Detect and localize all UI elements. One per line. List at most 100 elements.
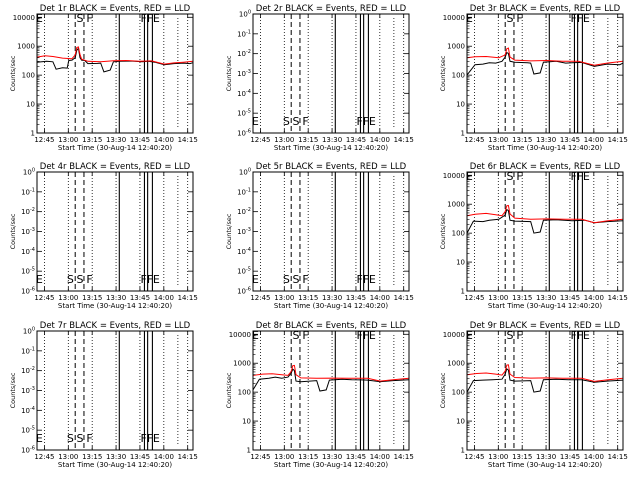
x-tick-label: 14:00 (584, 453, 604, 461)
y-axis-label: Counts/sec (9, 372, 17, 408)
x-axis-label: Start Time (30-Aug-14 12:40:20) (274, 302, 388, 310)
x-tick-label: 14:00 (154, 136, 174, 144)
y-tick-label: 1000 (17, 43, 35, 51)
x-tick-label: 13:30 (322, 453, 342, 461)
x-tick-label: 13:15 (298, 136, 318, 144)
y-tick-label: 10-6 (21, 287, 35, 296)
y-axis-label: Counts/sec (225, 55, 233, 91)
panel-title: Det 5r BLACK = Events, RED = LLD (256, 162, 407, 172)
panel-title: Det 6r BLACK = Events, RED = LLD (470, 162, 621, 172)
y-tick-label: 10-4 (237, 247, 251, 256)
x-tick-label: 12:45 (250, 453, 270, 461)
event-marker-e: E (36, 273, 43, 286)
detector-panel-1: ESFFFE12:4513:0013:1513:3013:4514:0014:1… (9, 4, 198, 152)
x-tick-label: 12:45 (34, 136, 54, 144)
plot-frame (36, 171, 194, 292)
x-tick-label: 13:45 (346, 453, 366, 461)
y-axis-label: Counts/sec (439, 55, 447, 91)
panel-title: Det 7r BLACK = Events, RED = LLD (40, 321, 191, 331)
x-tick-label: 12:45 (250, 294, 270, 302)
plot-frame (36, 13, 194, 134)
y-tick-label: 1 (461, 130, 465, 138)
x-tick-label: 13:15 (82, 294, 102, 302)
x-tick-label: 13:00 (274, 453, 294, 461)
x-tick-label: 14:15 (608, 294, 628, 302)
x-tick-label: 12:45 (464, 136, 484, 144)
detector-panel-9: ESFFFE12:4513:0013:1513:3013:4514:0014:1… (439, 321, 628, 469)
x-tick-label: 13:00 (274, 294, 294, 302)
x-tick-label: 13:45 (560, 294, 580, 302)
y-tick-label: 10-3 (237, 227, 251, 236)
event-marker-f: F (516, 170, 522, 183)
x-tick-label: 13:30 (536, 136, 556, 144)
events-series-line (466, 208, 624, 234)
y-tick-label: 100 (239, 168, 251, 177)
y-tick-label: 10-5 (21, 426, 35, 435)
event-marker-s: S (283, 273, 290, 286)
event-marker-f: F (140, 273, 146, 286)
event-marker-e: E (583, 329, 590, 342)
detector-panel-4: E S S F F F E12:45 13:00 13:15 13:30 13:45 14:00 14:… (9, 162, 198, 310)
x-tick-label: 13:15 (82, 453, 102, 461)
y-tick-label: 10-1 (237, 187, 251, 196)
y-tick-label: 10000 (443, 14, 465, 22)
y-tick-label: 10-2 (237, 49, 251, 58)
x-tick-label: 12:45 (464, 453, 484, 461)
y-axis-label: Counts/sec (225, 213, 233, 249)
y-axis-label: Counts/sec (225, 372, 233, 408)
x-tick-label: 13:45 (130, 453, 150, 461)
x-tick-label: 14:00 (370, 453, 390, 461)
plot-frame (252, 330, 410, 451)
y-tick-label: 10000 (229, 331, 251, 339)
y-tick-label: 100 (452, 72, 465, 80)
y-tick-label: 10-3 (237, 69, 251, 78)
x-tick-label: 13:45 (346, 136, 366, 144)
y-tick-label: 10-6 (237, 287, 251, 296)
x-tick-label: 13:30 (536, 294, 556, 302)
plot-frame (252, 171, 410, 292)
event-marker-f: F (363, 273, 369, 286)
event-marker-f: F (356, 115, 362, 128)
plot-frame (36, 330, 194, 451)
y-tick-label: 10 (26, 101, 35, 109)
y-axis-label: Counts/sec (9, 55, 17, 91)
panel-title: Det 1r BLACK = Events, RED = LLD (40, 4, 191, 14)
event-marker-e: E (583, 170, 590, 183)
x-tick-label: 13:30 (536, 453, 556, 461)
x-tick-label: 13:45 (560, 453, 580, 461)
event-marker-f: F (356, 273, 362, 286)
event-marker-s: S (283, 115, 290, 128)
x-tick-label: 13:45 (130, 294, 150, 302)
y-tick-label: 100 (239, 10, 251, 19)
y-tick-label: 10-1 (21, 346, 35, 355)
detector-panel-3: ESFFFE12:4513:0013:1513:3013:4514:0014:1… (439, 4, 628, 152)
lld-series-line (466, 204, 624, 224)
event-marker-e: E (36, 432, 43, 445)
y-tick-label: 10 (242, 418, 251, 426)
y-tick-label: 100 (452, 230, 465, 238)
event-marker-s: S (76, 12, 83, 25)
y-axis-label: Counts/sec (439, 372, 447, 408)
y-tick-label: 10-1 (21, 187, 35, 196)
panel-title: Det 3r BLACK = Events, RED = LLD (470, 4, 621, 14)
event-marker-f: F (570, 12, 576, 25)
event-marker-f: F (302, 115, 308, 128)
event-marker-f: F (363, 115, 369, 128)
panel-title: Det 4r BLACK = Events, RED = LLD (40, 162, 191, 172)
detector-panel-7: E S S F F F E12:45 13:00 13:15 13:30 13:45 14:00 14:… (9, 321, 198, 469)
y-tick-label: 10-3 (21, 386, 35, 395)
x-tick-label: 13:15 (512, 294, 532, 302)
x-tick-label: 13:15 (512, 453, 532, 461)
events-series-line (36, 47, 194, 73)
x-tick-label: 13:00 (58, 136, 78, 144)
detector-panel-2: E S S F F F E12:45 13:00 13:15 13:30 13:45 14:00 14:… (225, 4, 414, 152)
x-tick-label: 14:15 (394, 453, 414, 461)
y-tick-label: 10-1 (237, 29, 251, 38)
event-marker-e: E (369, 115, 376, 128)
event-marker-s: S (292, 273, 299, 286)
event-marker-f: F (147, 12, 153, 25)
x-tick-label: 13:30 (106, 453, 126, 461)
x-tick-label: 14:00 (584, 294, 604, 302)
x-tick-label: 14:15 (394, 294, 414, 302)
plot-frame (466, 330, 624, 451)
